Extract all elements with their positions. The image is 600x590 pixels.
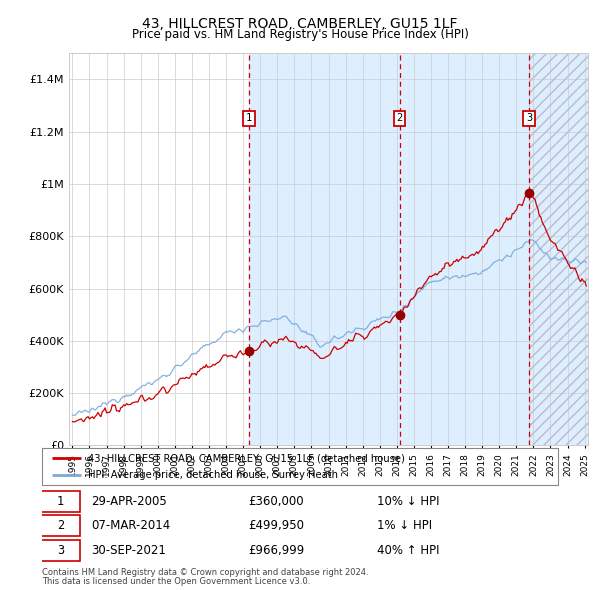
Text: 2: 2 bbox=[397, 113, 403, 123]
Text: HPI: Average price, detached house, Surrey Heath: HPI: Average price, detached house, Surr… bbox=[88, 470, 338, 480]
Text: £360,000: £360,000 bbox=[248, 495, 304, 508]
Text: 1: 1 bbox=[57, 495, 64, 508]
Bar bbox=[529, 53, 593, 445]
Text: £499,950: £499,950 bbox=[248, 519, 304, 532]
Text: Price paid vs. HM Land Registry's House Price Index (HPI): Price paid vs. HM Land Registry's House … bbox=[131, 28, 469, 41]
Text: 40% ↑ HPI: 40% ↑ HPI bbox=[377, 544, 440, 557]
Bar bbox=[529, 53, 593, 445]
Text: 10% ↓ HPI: 10% ↓ HPI bbox=[377, 495, 440, 508]
Text: 43, HILLCREST ROAD, CAMBERLEY, GU15 1LF (detached house): 43, HILLCREST ROAD, CAMBERLEY, GU15 1LF … bbox=[88, 453, 406, 463]
Bar bbox=[249, 53, 529, 445]
Text: 1% ↓ HPI: 1% ↓ HPI bbox=[377, 519, 433, 532]
FancyBboxPatch shape bbox=[41, 515, 80, 536]
Text: 30-SEP-2021: 30-SEP-2021 bbox=[91, 544, 166, 557]
Text: 29-APR-2005: 29-APR-2005 bbox=[91, 495, 167, 508]
Text: 3: 3 bbox=[57, 544, 64, 557]
Text: £966,999: £966,999 bbox=[248, 544, 305, 557]
Text: 43, HILLCREST ROAD, CAMBERLEY, GU15 1LF: 43, HILLCREST ROAD, CAMBERLEY, GU15 1LF bbox=[142, 17, 458, 31]
Text: Contains HM Land Registry data © Crown copyright and database right 2024.: Contains HM Land Registry data © Crown c… bbox=[42, 568, 368, 576]
Text: 1: 1 bbox=[245, 113, 252, 123]
FancyBboxPatch shape bbox=[41, 540, 80, 561]
Text: 2: 2 bbox=[57, 519, 64, 532]
Text: 07-MAR-2014: 07-MAR-2014 bbox=[91, 519, 170, 532]
FancyBboxPatch shape bbox=[41, 491, 80, 512]
Text: This data is licensed under the Open Government Licence v3.0.: This data is licensed under the Open Gov… bbox=[42, 577, 310, 586]
Text: 3: 3 bbox=[526, 113, 532, 123]
